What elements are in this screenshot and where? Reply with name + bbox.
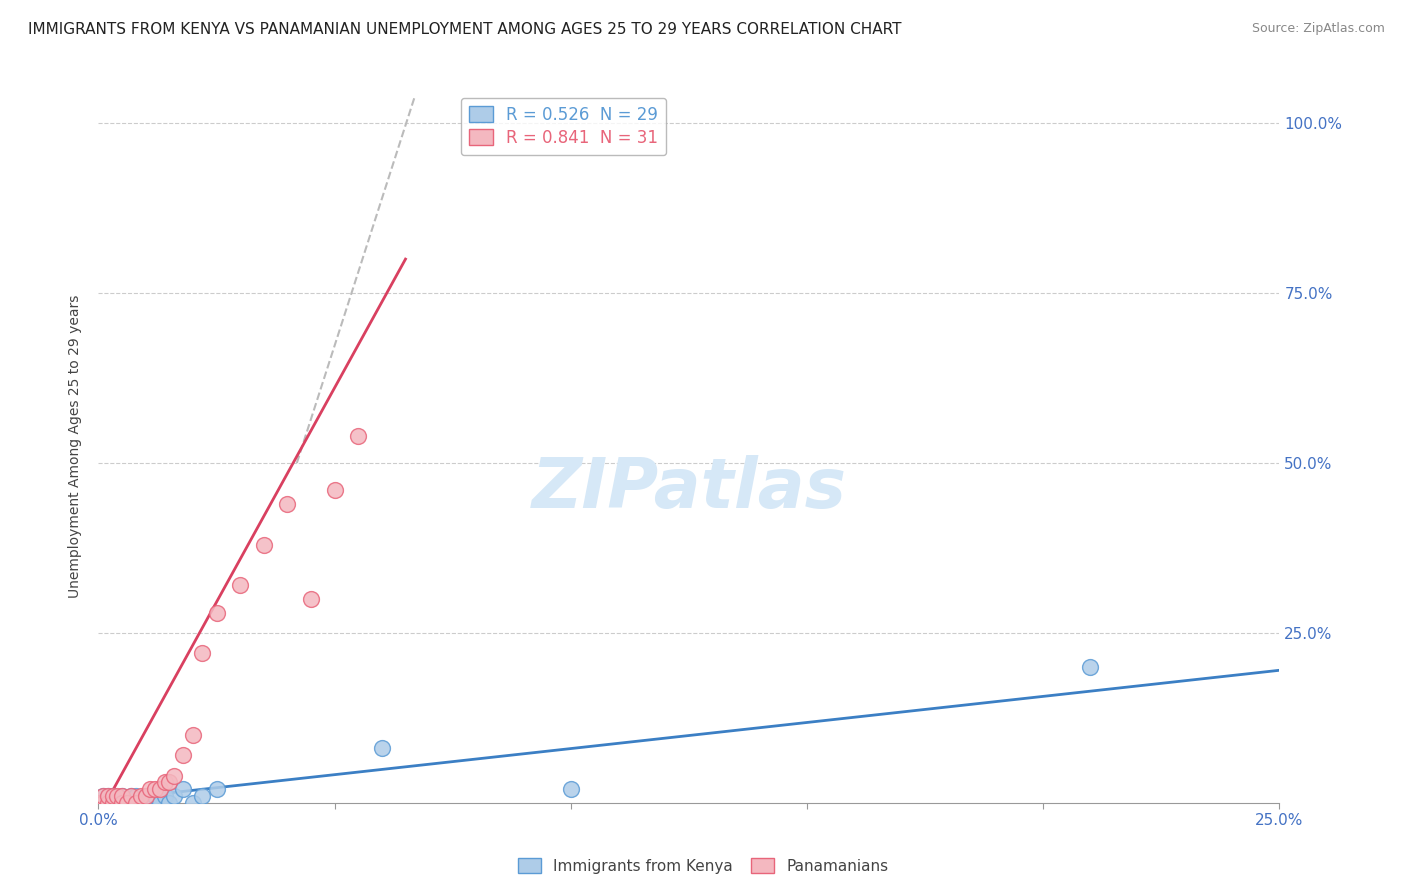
- Point: [135, 789, 157, 803]
- Point: [111, 796, 134, 810]
- Point: [97, 789, 120, 803]
- Point: [172, 782, 194, 797]
- Point: [91, 789, 114, 803]
- Point: [1080, 660, 1102, 674]
- Point: [191, 646, 214, 660]
- Point: [121, 789, 143, 803]
- Point: [87, 796, 110, 810]
- Point: [111, 789, 134, 803]
- Point: [299, 591, 322, 606]
- Point: [135, 789, 157, 803]
- Point: [105, 789, 128, 803]
- Text: ZIPatlas: ZIPatlas: [531, 455, 846, 523]
- Point: [560, 782, 582, 797]
- Point: [101, 796, 124, 810]
- Point: [97, 796, 120, 810]
- Point: [172, 748, 194, 763]
- Legend: Immigrants from Kenya, Panamanians: Immigrants from Kenya, Panamanians: [512, 852, 894, 880]
- Point: [163, 769, 186, 783]
- Text: Source: ZipAtlas.com: Source: ZipAtlas.com: [1251, 22, 1385, 36]
- Point: [143, 782, 166, 797]
- Point: [181, 728, 204, 742]
- Point: [153, 789, 176, 803]
- Point: [205, 782, 228, 797]
- Text: IMMIGRANTS FROM KENYA VS PANAMANIAN UNEMPLOYMENT AMONG AGES 25 TO 29 YEARS CORRE: IMMIGRANTS FROM KENYA VS PANAMANIAN UNEM…: [28, 22, 901, 37]
- Point: [91, 796, 114, 810]
- Point: [111, 796, 134, 810]
- Point: [87, 796, 110, 810]
- Point: [125, 789, 148, 803]
- Point: [205, 606, 228, 620]
- Point: [149, 782, 172, 797]
- Point: [371, 741, 394, 756]
- Point: [229, 578, 252, 592]
- Point: [129, 796, 152, 810]
- Point: [139, 782, 162, 797]
- Point: [121, 789, 143, 803]
- Point: [101, 789, 124, 803]
- Point: [115, 796, 138, 810]
- Point: [143, 789, 166, 803]
- Point: [157, 775, 180, 789]
- Point: [115, 796, 138, 810]
- Point: [101, 789, 124, 803]
- Point: [111, 789, 134, 803]
- Point: [101, 796, 124, 810]
- Point: [191, 789, 214, 803]
- Point: [105, 796, 128, 810]
- Y-axis label: Unemployment Among Ages 25 to 29 years: Unemployment Among Ages 25 to 29 years: [67, 294, 82, 598]
- Point: [157, 796, 180, 810]
- Point: [97, 789, 120, 803]
- Point: [323, 483, 346, 498]
- Point: [149, 796, 172, 810]
- Point: [125, 796, 148, 810]
- Point: [181, 796, 204, 810]
- Point: [125, 796, 148, 810]
- Point: [163, 789, 186, 803]
- Point: [153, 775, 176, 789]
- Point: [139, 789, 162, 803]
- Point: [129, 789, 152, 803]
- Point: [276, 497, 298, 511]
- Point: [347, 429, 370, 443]
- Point: [97, 796, 120, 810]
- Point: [253, 537, 276, 551]
- Point: [91, 796, 114, 810]
- Legend: R = 0.526  N = 29, R = 0.841  N = 31: R = 0.526 N = 29, R = 0.841 N = 31: [461, 97, 666, 155]
- Point: [91, 789, 114, 803]
